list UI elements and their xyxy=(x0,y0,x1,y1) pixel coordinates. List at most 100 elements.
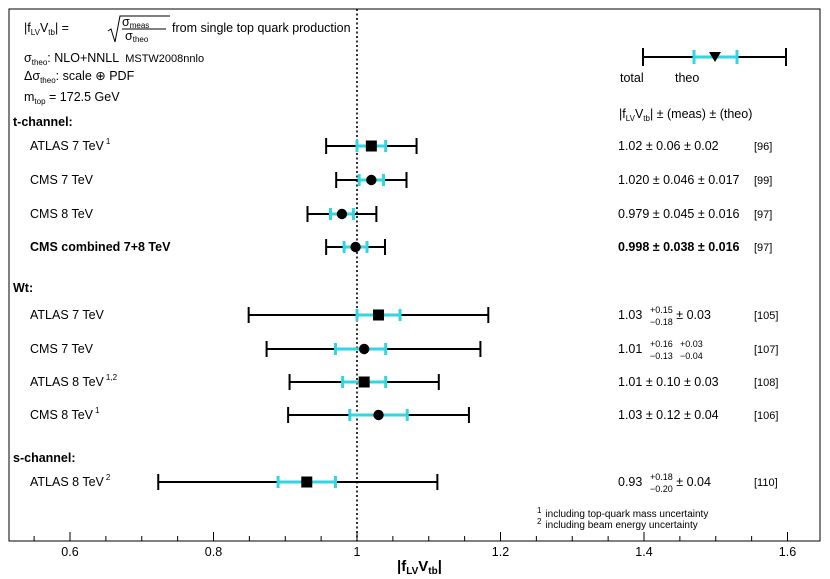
row-label: CMS combined 7+8 TeV xyxy=(30,240,171,254)
result-value: 1.01 xyxy=(618,375,646,389)
row-label: ATLAS 8 TeV 2 xyxy=(30,473,111,489)
result-meas: ± 0.038 xyxy=(653,240,698,254)
row-label: CMS 8 TeV 1 xyxy=(30,406,100,422)
measurement-row: CMS combined 7+8 TeV 0.998 ± 0.038 ± 0.01… xyxy=(30,239,772,255)
legend-total-label: total xyxy=(620,71,644,85)
result-value: 1.01 xyxy=(618,342,646,356)
result-value: 1.02 xyxy=(618,139,646,153)
row-label-text: CMS 8 TeV xyxy=(30,408,94,422)
measurement-row: ATLAS 8 TeV 2 0.93 +0.18 −0.20 ± 0.04 [110] xyxy=(30,472,778,494)
reference-citation: [96] xyxy=(754,141,772,153)
result-value: 1.020 xyxy=(618,173,653,187)
result-meas: ± 0.12 xyxy=(646,408,684,422)
x-tick-label: 0.6 xyxy=(61,545,78,559)
row-label: CMS 7 TeV xyxy=(30,342,94,356)
result-theo: ± 0.017 xyxy=(698,173,740,187)
reference-citation: [106] xyxy=(754,410,778,422)
footnote-1: 1 including top-quark mass uncertainty xyxy=(537,506,708,520)
result-text: 0.93 +0.18 −0.20 ± 0.04 xyxy=(618,472,711,494)
legend-theo-label: theo xyxy=(675,71,699,85)
group-header-s-channel: s-channel: xyxy=(13,451,76,465)
central-value-marker xyxy=(301,476,313,488)
result-meas-up: +0.15 xyxy=(650,305,673,315)
group-header-wt: Wt: xyxy=(13,281,33,295)
measurement-row: CMS 7 TeV 1.020 ± 0.046 ± 0.017 [99] xyxy=(30,172,772,188)
row-label-footnote: 1 xyxy=(106,137,111,146)
info-line-4: mtop = 172.5 GeV xyxy=(24,90,120,106)
plot-frame xyxy=(8,8,821,542)
footnote-2: 2 including beam energy uncertainty xyxy=(537,517,698,531)
row-label: CMS 8 TeV xyxy=(30,207,94,221)
result-theo: ± 0.04 xyxy=(676,475,711,489)
result-meas-up: +0.18 xyxy=(650,472,673,482)
reference-citation: [110] xyxy=(754,477,778,489)
result-gap xyxy=(673,342,676,356)
row-label-footnote: 1 xyxy=(95,406,100,415)
x-axis-title: |fLVVtb| xyxy=(397,558,442,577)
result-text: 1.01 ± 0.10 ± 0.03 xyxy=(618,375,719,389)
result-theo: ± 0.016 xyxy=(698,240,740,254)
result-text: 1.03 +0.15 −0.18 ± 0.03 xyxy=(618,305,711,327)
x-tick-label: 1.2 xyxy=(492,545,509,559)
column-header: |fLVVtb| ± (meas) ± (theo) xyxy=(619,107,752,123)
legend: total theo xyxy=(620,48,787,85)
result-text: 1.01 +0.16 −0.13 +0.03 −0.04 xyxy=(618,339,703,361)
row-label-text: ATLAS 8 TeV xyxy=(30,375,105,389)
result-meas: ± 0.10 xyxy=(646,375,684,389)
row-label: ATLAS 7 TeV xyxy=(30,308,105,322)
row-label-text: ATLAS 7 TeV xyxy=(30,139,105,153)
legend-marker xyxy=(709,52,721,62)
info-block: |fLVVtb| = σmeas σtheo from single top q… xyxy=(24,15,351,106)
result-text: 0.979 ± 0.045 ± 0.016 xyxy=(618,207,740,221)
result-theo: ± 0.03 xyxy=(676,308,711,322)
x-axis: 0.6 0.8 1 1.2 1.4 1.6 xyxy=(33,532,796,559)
measurement-row: ATLAS 8 TeV 1,2 1.01 ± 0.10 ± 0.03 [108] xyxy=(30,373,778,390)
measurement-row: CMS 7 TeV 1.01 +0.16 −0.13 +0.03 −0.04 [107] xyxy=(30,339,778,361)
result-meas-dn: −0.18 xyxy=(650,317,673,327)
central-value-marker xyxy=(366,174,377,186)
measurement-row: ATLAS 7 TeV 1 1.02 ± 0.06 ± 0.02 [96] xyxy=(30,137,772,154)
info-line-3: Δσtheo: scale ⊕ PDF xyxy=(24,69,135,85)
measurement-row: CMS 8 TeV 0.979 ± 0.045 ± 0.016 [97] xyxy=(30,206,772,222)
reference-citation: [107] xyxy=(754,344,778,356)
measurement-row: ATLAS 7 TeV 1.03 +0.15 −0.18 ± 0.03 [105] xyxy=(30,305,778,327)
result-value: 0.998 xyxy=(618,240,653,254)
x-tick-label: 1 xyxy=(354,545,361,559)
result-text: 1.03 ± 0.12 ± 0.04 xyxy=(618,408,719,422)
row-label-text: ATLAS 7 TeV xyxy=(30,308,105,322)
reference-citation: [105] xyxy=(754,310,778,322)
reference-citation: [99] xyxy=(754,175,772,187)
reference-citation: [97] xyxy=(754,242,772,254)
x-tick-label: 0.8 xyxy=(205,545,222,559)
result-value: 1.03 xyxy=(618,308,646,322)
result-meas-dn: −0.20 xyxy=(650,484,673,494)
row-label: ATLAS 8 TeV 1,2 xyxy=(30,373,118,389)
central-value-marker xyxy=(358,343,370,355)
title-tail: from single top quark production xyxy=(172,21,351,35)
row-label-text: CMS 7 TeV xyxy=(30,173,94,187)
result-theo: ± 0.03 xyxy=(684,375,719,389)
central-value-marker xyxy=(373,409,384,421)
central-value-marker xyxy=(336,208,348,220)
row-label: ATLAS 7 TeV 1 xyxy=(30,137,111,153)
result-text: 1.020 ± 0.046 ± 0.017 xyxy=(618,173,740,187)
reference-citation: [108] xyxy=(754,377,778,389)
row-label-footnote: 1,2 xyxy=(106,373,118,382)
result-meas: ± 0.06 xyxy=(646,139,684,153)
result-value: 0.93 xyxy=(618,475,646,489)
result-theo: ± 0.02 xyxy=(684,139,719,153)
x-tick-label: 1.4 xyxy=(635,545,652,559)
result-meas-up: +0.16 xyxy=(650,339,673,349)
reference-citation: [97] xyxy=(754,209,772,221)
info-line-2: σtheo: NLO+NNLL MSTW2008nnlo xyxy=(24,51,204,67)
result-value: 0.979 xyxy=(618,207,653,221)
central-value-marker xyxy=(373,309,385,321)
row-label-text: CMS 8 TeV xyxy=(30,207,94,221)
central-value-marker xyxy=(365,140,377,152)
result-value: 1.03 xyxy=(618,408,646,422)
sigma-theo: σtheo xyxy=(125,29,149,44)
central-value-marker xyxy=(350,241,361,253)
result-theo: ± 0.04 xyxy=(684,408,719,422)
